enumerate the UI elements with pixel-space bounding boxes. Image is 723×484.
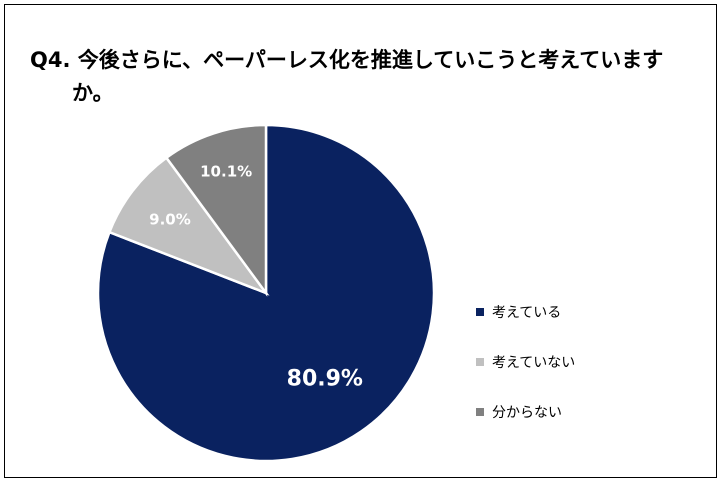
pie-slice-3: [164, 123, 268, 297]
chart-legend: 考えている考えていない 分からない: [476, 302, 676, 452]
legend-label-1: 考えている: [492, 305, 562, 321]
chart-title: Q4. 今後さらに、ペーパーレス化を推進していこうと考えていますか。: [30, 48, 664, 105]
data-label-1: 80.9%: [287, 366, 363, 391]
legend-swatch-3: [476, 408, 484, 416]
pie-slices: [96, 123, 436, 463]
legend-item-3: 分からない: [476, 402, 676, 422]
pie-slice-1: [96, 123, 436, 463]
legend-label-3: 分からない: [492, 405, 562, 421]
data-label-2: 9.0%: [149, 210, 191, 228]
legend-swatch-2: [476, 358, 484, 366]
legend-label-2: 考えていない: [492, 355, 576, 371]
pie-slice-2: [107, 155, 270, 296]
pie-data-labels: 80.9% 9.0% 10.1%: [149, 163, 363, 392]
legend-swatch-1: [476, 308, 484, 316]
legend-item-1: 考えている: [476, 302, 676, 322]
data-label-3: 10.1%: [200, 163, 252, 181]
legend-item-2: 考えていない: [476, 352, 676, 372]
